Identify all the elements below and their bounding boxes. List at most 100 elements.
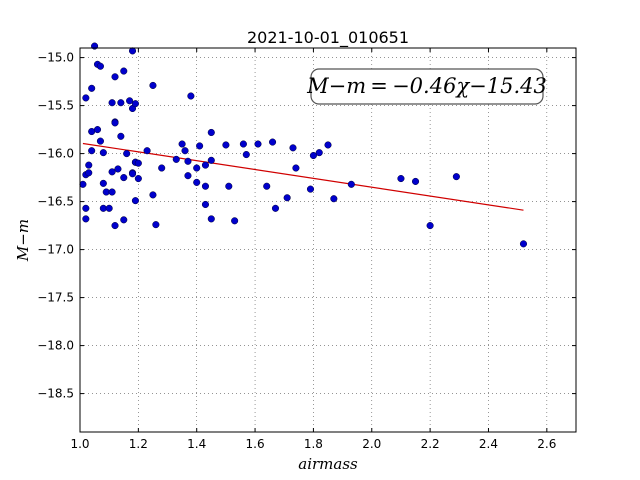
data-point xyxy=(452,173,460,181)
axis-ticks: 1.0 1.2 1.4 1.6 1.8 2.0 2.2 2.4 2.6 −15.0 −15.5 −16… xyxy=(37,48,576,451)
data-point xyxy=(149,81,157,89)
data-point xyxy=(111,222,119,230)
data-point xyxy=(96,137,104,145)
data-point xyxy=(201,182,210,190)
data-point xyxy=(158,164,166,172)
y-tick-label: −17.5 xyxy=(37,291,74,305)
data-point xyxy=(120,216,128,224)
data-point xyxy=(82,204,90,212)
data-point xyxy=(222,141,230,149)
data-point xyxy=(99,179,107,187)
data-point xyxy=(99,149,107,157)
data-point xyxy=(207,128,215,137)
data-point xyxy=(85,161,93,169)
data-point xyxy=(184,172,192,180)
data-point xyxy=(88,147,96,155)
y-tick-label: −16.0 xyxy=(37,147,74,161)
data-point xyxy=(123,150,131,158)
data-point xyxy=(114,165,122,173)
y-tick-label: −17.0 xyxy=(37,243,74,257)
data-point xyxy=(315,149,323,157)
data-point xyxy=(120,174,128,182)
data-point xyxy=(128,47,137,55)
data-point xyxy=(111,73,119,81)
data-point xyxy=(181,147,189,155)
y-tick-label: −16.5 xyxy=(37,195,74,209)
fit-line-group xyxy=(82,142,524,211)
data-point xyxy=(207,156,215,164)
x-tick-label: 1.4 xyxy=(187,437,206,451)
data-point xyxy=(193,164,201,172)
data-point xyxy=(426,222,434,230)
data-point xyxy=(128,170,137,178)
data-point xyxy=(172,155,180,163)
data-points xyxy=(79,42,528,248)
data-point xyxy=(131,197,139,205)
data-point xyxy=(149,191,157,199)
y-tick-label: −18.0 xyxy=(37,339,74,353)
data-point xyxy=(289,144,297,152)
data-point xyxy=(225,182,233,190)
x-tick-label: 1.8 xyxy=(304,437,323,451)
data-point xyxy=(85,169,93,177)
data-point xyxy=(283,194,291,202)
data-point xyxy=(254,140,262,148)
x-tick-label: 1.2 xyxy=(129,437,148,451)
data-point xyxy=(201,200,210,209)
data-point xyxy=(263,182,271,190)
data-point xyxy=(519,240,528,248)
data-point xyxy=(187,92,195,100)
data-point xyxy=(117,99,125,107)
data-point xyxy=(347,180,355,188)
data-point xyxy=(82,94,90,102)
plot-frame xyxy=(79,47,577,433)
y-tick-label: −15.5 xyxy=(37,99,74,113)
x-tick-label: 1.0 xyxy=(70,437,89,451)
data-point xyxy=(120,67,128,75)
data-point xyxy=(184,157,192,165)
data-point xyxy=(292,164,300,172)
data-point xyxy=(88,84,96,92)
y-tick-label: −18.5 xyxy=(37,387,74,401)
data-point xyxy=(134,175,142,183)
data-point xyxy=(105,204,113,212)
data-point xyxy=(330,195,338,203)
data-point xyxy=(126,97,134,105)
data-point xyxy=(207,215,215,223)
data-point xyxy=(96,62,104,70)
data-point xyxy=(239,140,247,148)
data-point xyxy=(231,217,239,225)
data-point xyxy=(309,151,317,160)
data-point xyxy=(152,221,160,229)
x-tick-label: 1.6 xyxy=(246,437,265,451)
data-point xyxy=(108,188,116,196)
x-tick-label: 2.2 xyxy=(421,437,440,451)
y-axis-label: M−m xyxy=(14,219,32,262)
data-point xyxy=(242,151,250,159)
data-point xyxy=(131,100,139,108)
data-point xyxy=(306,185,315,193)
data-point xyxy=(178,140,186,148)
fit-line xyxy=(82,142,524,211)
data-point xyxy=(324,141,332,149)
data-point xyxy=(201,161,210,169)
annotation-text: M−m = −0.46χ−15.43 xyxy=(306,74,547,98)
grid xyxy=(79,48,576,432)
data-point xyxy=(411,177,420,185)
data-point xyxy=(111,119,119,127)
data-point xyxy=(93,126,102,134)
data-point xyxy=(108,168,116,176)
data-point xyxy=(79,180,87,188)
chart-title: 2021-10-01_010651 xyxy=(247,28,409,48)
fit-annotation: M−m = −0.46χ−15.43 xyxy=(306,68,547,105)
y-tick-label: −15.0 xyxy=(37,51,74,65)
data-point xyxy=(117,132,125,140)
data-point xyxy=(134,159,142,167)
data-point xyxy=(397,175,405,183)
data-point xyxy=(269,138,277,146)
data-point xyxy=(196,142,204,150)
x-tick-label: 2.0 xyxy=(362,437,381,451)
data-point xyxy=(271,204,280,212)
data-point xyxy=(193,178,201,186)
